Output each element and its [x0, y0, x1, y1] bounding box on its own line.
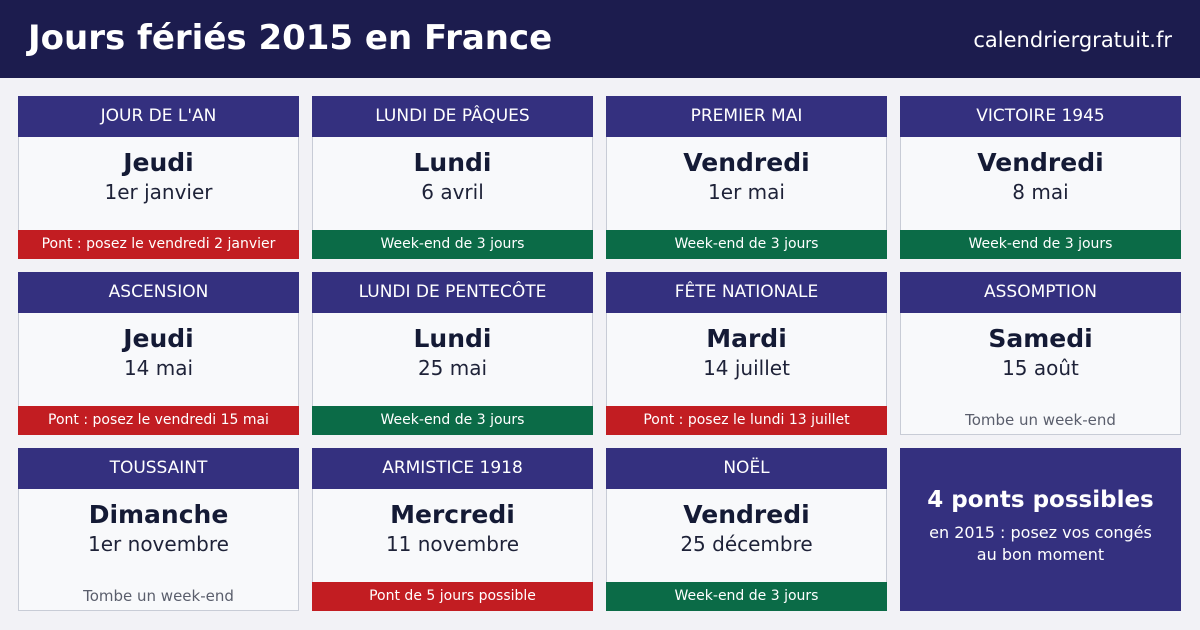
- holiday-weekday: Vendredi: [977, 148, 1104, 177]
- holiday-date: 11 novembre: [385, 532, 520, 556]
- holiday-name: VICTOIRE 1945: [900, 96, 1181, 137]
- holiday-note: Week-end de 3 jours: [606, 582, 887, 611]
- holiday-card: LUNDI DE PÂQUES Lundi 6 avril Week-end d…: [312, 96, 593, 259]
- holiday-weekday: Dimanche: [88, 500, 229, 529]
- holiday-weekday: Jeudi: [123, 324, 194, 353]
- holiday-card: LUNDI DE PENTECÔTE Lundi 25 mai Week-end…: [312, 272, 593, 435]
- holiday-date: 25 mai: [417, 356, 488, 380]
- holiday-name: LUNDI DE PENTECÔTE: [312, 272, 593, 313]
- holiday-note: Tombe un week-end: [965, 411, 1116, 429]
- holiday-date: 1er janvier: [104, 180, 213, 204]
- holiday-name: PREMIER MAI: [606, 96, 887, 137]
- holiday-name: ASSOMPTION: [900, 272, 1181, 313]
- holiday-date: 1er novembre: [88, 532, 229, 556]
- holiday-note: Pont de 5 jours possible: [312, 582, 593, 611]
- site-name: calendriergratuit.fr: [973, 28, 1172, 52]
- holiday-card: ARMISTICE 1918 Mercredi 11 novembre Pont…: [312, 448, 593, 611]
- holiday-note: Pont : posez le vendredi 2 janvier: [18, 230, 299, 259]
- holiday-name: LUNDI DE PÂQUES: [312, 96, 593, 137]
- holiday-note: Week-end de 3 jours: [312, 230, 593, 259]
- holiday-name: NOËL: [606, 448, 887, 489]
- summary-card: 4 ponts possibles en 2015 : posez vos co…: [900, 448, 1181, 611]
- holiday-card: JOUR DE L'AN Jeudi 1er janvier Pont : po…: [18, 96, 299, 259]
- holiday-date: 1er mai: [708, 180, 785, 204]
- holiday-date: 6 avril: [421, 180, 484, 204]
- holiday-weekday: Mercredi: [390, 500, 515, 529]
- holiday-card: TOUSSAINT Dimanche 1er novembre Tombe un…: [18, 448, 299, 611]
- holiday-weekday: Jeudi: [123, 148, 194, 177]
- holiday-date: 14 mai: [123, 356, 194, 380]
- holiday-weekday: Lundi: [413, 148, 492, 177]
- holiday-card: ASSOMPTION Samedi 15 août Tombe un week-…: [900, 272, 1181, 435]
- holiday-note: Tombe un week-end: [83, 587, 234, 605]
- holiday-name: FÊTE NATIONALE: [606, 272, 887, 313]
- holiday-weekday: Samedi: [988, 324, 1093, 353]
- holiday-date: 14 juillet: [703, 356, 790, 380]
- holiday-name: JOUR DE L'AN: [18, 96, 299, 137]
- summary-text: en 2015 : posez vos congés au bon moment: [929, 523, 1152, 564]
- holiday-note: Week-end de 3 jours: [312, 406, 593, 435]
- holiday-note: Pont : posez le lundi 13 juillet: [606, 406, 887, 435]
- holiday-date: 25 décembre: [680, 532, 813, 556]
- holiday-card: NOËL Vendredi 25 décembre Week-end de 3 …: [606, 448, 887, 611]
- summary-title: 4 ponts possibles: [927, 487, 1154, 513]
- holiday-card: VICTOIRE 1945 Vendredi 8 mai Week-end de…: [900, 96, 1181, 259]
- holiday-note: Pont : posez le vendredi 15 mai: [18, 406, 299, 435]
- holiday-weekday: Mardi: [706, 324, 787, 353]
- holiday-name: ASCENSION: [18, 272, 299, 313]
- holiday-card: FÊTE NATIONALE Mardi 14 juillet Pont : p…: [606, 272, 887, 435]
- holiday-weekday: Vendredi: [683, 500, 810, 529]
- header-bar: Jours fériés 2015 en France calendriergr…: [0, 0, 1200, 78]
- holiday-date: 15 août: [1002, 356, 1079, 380]
- holiday-grid: JOUR DE L'AN Jeudi 1er janvier Pont : po…: [18, 96, 1181, 611]
- holiday-weekday: Vendredi: [683, 148, 810, 177]
- holiday-card: ASCENSION Jeudi 14 mai Pont : posez le v…: [18, 272, 299, 435]
- page-title: Jours fériés 2015 en France: [28, 18, 553, 58]
- holiday-name: TOUSSAINT: [18, 448, 299, 489]
- holiday-date: 8 mai: [1012, 180, 1069, 204]
- holiday-note: Week-end de 3 jours: [606, 230, 887, 259]
- holiday-weekday: Lundi: [413, 324, 492, 353]
- holiday-note: Week-end de 3 jours: [900, 230, 1181, 259]
- holiday-name: ARMISTICE 1918: [312, 448, 593, 489]
- holiday-card: PREMIER MAI Vendredi 1er mai Week-end de…: [606, 96, 887, 259]
